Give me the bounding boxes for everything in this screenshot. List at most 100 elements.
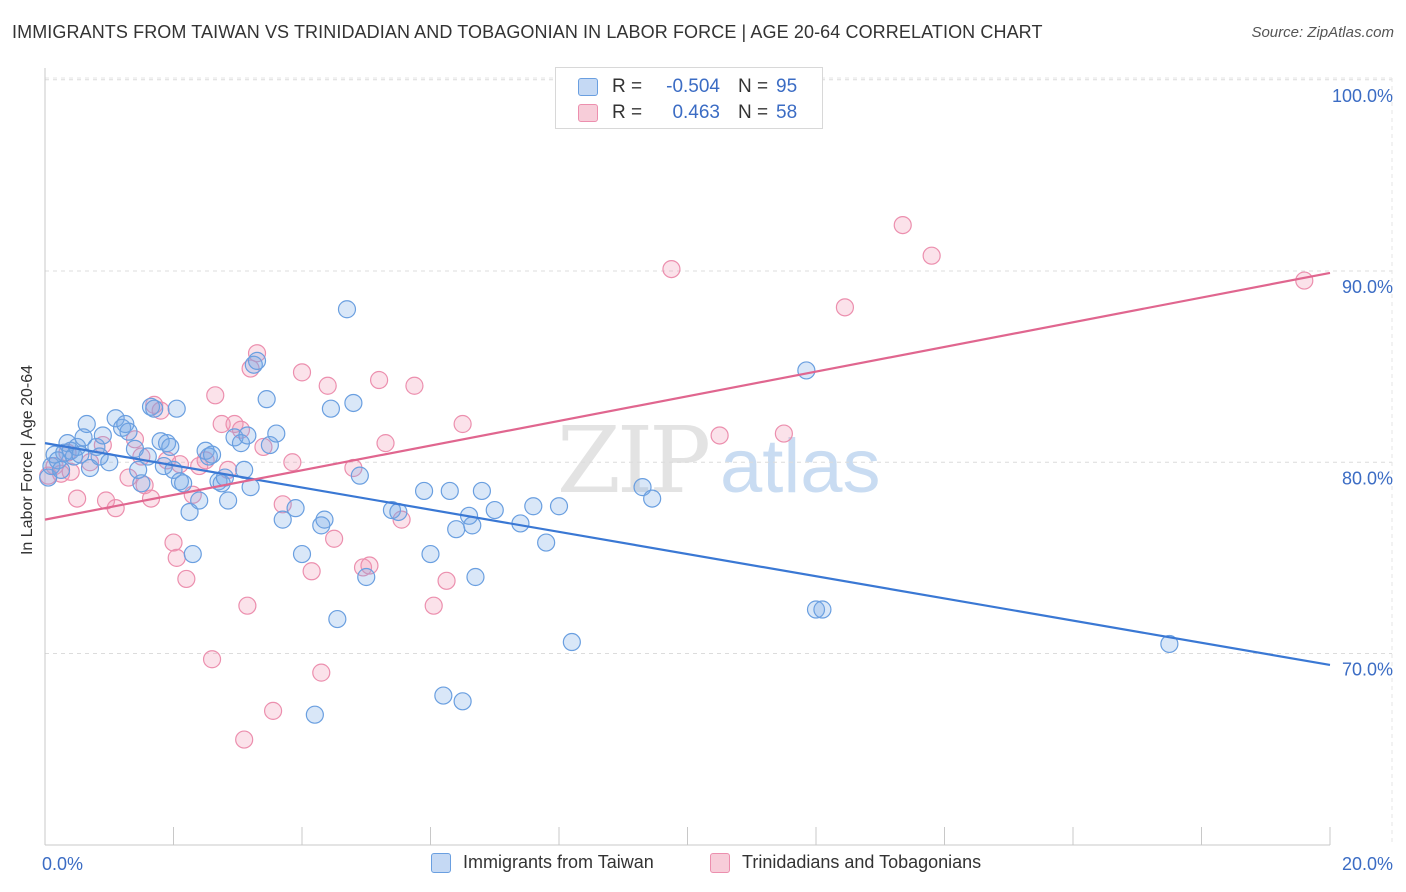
- point-trinidad: [405, 376, 424, 395]
- y-axis-label: In Labor Force | Age 20-64: [19, 364, 36, 556]
- point-taiwan: [806, 600, 826, 619]
- point-trinidad: [202, 650, 222, 669]
- point-taiwan: [549, 497, 569, 516]
- point-taiwan: [132, 474, 151, 493]
- legend-n-label: N =: [738, 102, 769, 123]
- point-taiwan: [414, 481, 434, 501]
- watermark-zip: ZIP: [557, 407, 708, 514]
- point-trinidad: [68, 489, 87, 508]
- y-tick-label: 100.0%: [1332, 86, 1393, 106]
- point-taiwan: [267, 424, 286, 443]
- point-taiwan: [141, 397, 161, 416]
- point-taiwan: [119, 422, 138, 441]
- point-taiwan: [562, 632, 581, 652]
- legend-item-trinidad[interactable]: Trinidadians and Tobagonians: [710, 852, 981, 873]
- point-taiwan: [93, 426, 112, 445]
- point-trinidad: [774, 424, 793, 443]
- point-trinidad: [370, 370, 389, 390]
- point-taiwan: [167, 399, 186, 418]
- point-trinidad: [835, 298, 855, 317]
- point-trinidad: [263, 701, 283, 720]
- trend-line-taiwan: [44, 442, 1331, 667]
- point-trinidad: [235, 730, 254, 749]
- point-taiwan: [321, 399, 341, 418]
- point-taiwan: [357, 567, 376, 587]
- point-taiwan: [161, 437, 180, 457]
- point-taiwan: [273, 510, 292, 529]
- point-taiwan: [74, 428, 93, 447]
- point-trinidad: [318, 376, 337, 395]
- point-trinidad: [177, 569, 196, 589]
- point-taiwan: [260, 435, 279, 455]
- point-taiwan: [537, 533, 556, 552]
- point-trinidad: [302, 562, 321, 581]
- point-taiwan: [202, 445, 222, 464]
- y-tick-label: 90.0%: [1342, 277, 1393, 297]
- point-taiwan: [434, 686, 453, 705]
- point-taiwan: [485, 500, 504, 520]
- point-trinidad: [893, 216, 912, 235]
- point-taiwan: [524, 497, 543, 516]
- point-taiwan: [813, 600, 832, 619]
- legend-item-taiwan[interactable]: Immigrants from Taiwan: [431, 852, 654, 873]
- point-taiwan: [344, 393, 363, 413]
- point-taiwan: [463, 516, 482, 535]
- point-taiwan: [286, 499, 305, 518]
- chart-title: IMMIGRANTS FROM TAIWAN VS TRINIDADIAN AN…: [12, 22, 1043, 42]
- point-taiwan: [472, 481, 491, 501]
- y-tick-label: 80.0%: [1342, 468, 1393, 488]
- point-taiwan: [257, 390, 276, 409]
- correlation-legend: R = -0.504 N = 95 R = 0.463 N = 58: [555, 67, 823, 129]
- point-taiwan: [337, 300, 357, 319]
- point-trinidad: [360, 556, 379, 575]
- point-taiwan: [170, 472, 190, 491]
- point-trinidad: [312, 663, 331, 682]
- point-taiwan: [129, 460, 148, 479]
- point-trinidad: [206, 386, 225, 405]
- x-tick-label: 0.0%: [42, 854, 83, 874]
- point-trinidad: [151, 401, 170, 420]
- point-trinidad: [376, 434, 395, 453]
- point-taiwan: [183, 544, 202, 564]
- watermark: ZIP atlas: [557, 407, 881, 514]
- point-taiwan: [238, 426, 257, 445]
- legend-r-label: R =: [612, 102, 643, 123]
- series-legend: Immigrants from Taiwan Trinidadians and …: [0, 852, 1406, 878]
- point-trinidad: [80, 453, 100, 472]
- point-taiwan: [466, 567, 485, 587]
- legend-n-value: 58: [776, 102, 798, 123]
- point-trinidad: [167, 548, 186, 567]
- legend-swatch-pink: [710, 852, 730, 873]
- point-trinidad: [212, 414, 231, 434]
- point-taiwan: [151, 432, 170, 451]
- point-taiwan: [247, 351, 267, 370]
- point-taiwan: [421, 544, 440, 564]
- watermark-atlas: atlas: [720, 424, 881, 509]
- point-taiwan: [382, 500, 402, 520]
- point-taiwan: [440, 481, 459, 501]
- point-taiwan: [350, 466, 369, 485]
- point-taiwan: [219, 491, 238, 510]
- point-trinidad: [164, 533, 183, 552]
- point-taiwan: [315, 510, 334, 529]
- point-trinidad: [353, 558, 373, 577]
- legend-r-value: 0.463: [672, 102, 720, 123]
- point-taiwan: [447, 520, 466, 539]
- point-taiwan: [312, 516, 331, 535]
- point-trinidad: [922, 246, 941, 265]
- legend-row-trinidad: R = 0.463 N = 58: [578, 101, 797, 125]
- legend-label-taiwan: Immigrants from Taiwan: [463, 852, 654, 872]
- point-trinidad: [254, 437, 273, 457]
- point-trinidad: [662, 259, 681, 279]
- legend-label-trinidad: Trinidadians and Tobagonians: [742, 852, 982, 872]
- point-trinidad: [453, 414, 472, 434]
- legend-swatch-pink: [578, 104, 598, 122]
- legend-r-label: R =: [612, 76, 643, 97]
- point-taiwan: [199, 447, 218, 466]
- x-tick-label: 20.0%: [1342, 854, 1393, 874]
- legend-n-label: N =: [738, 76, 769, 97]
- legend-row-taiwan: R = -0.504 N = 95: [578, 75, 797, 99]
- point-taiwan: [453, 692, 472, 711]
- point-trinidad: [1295, 271, 1314, 290]
